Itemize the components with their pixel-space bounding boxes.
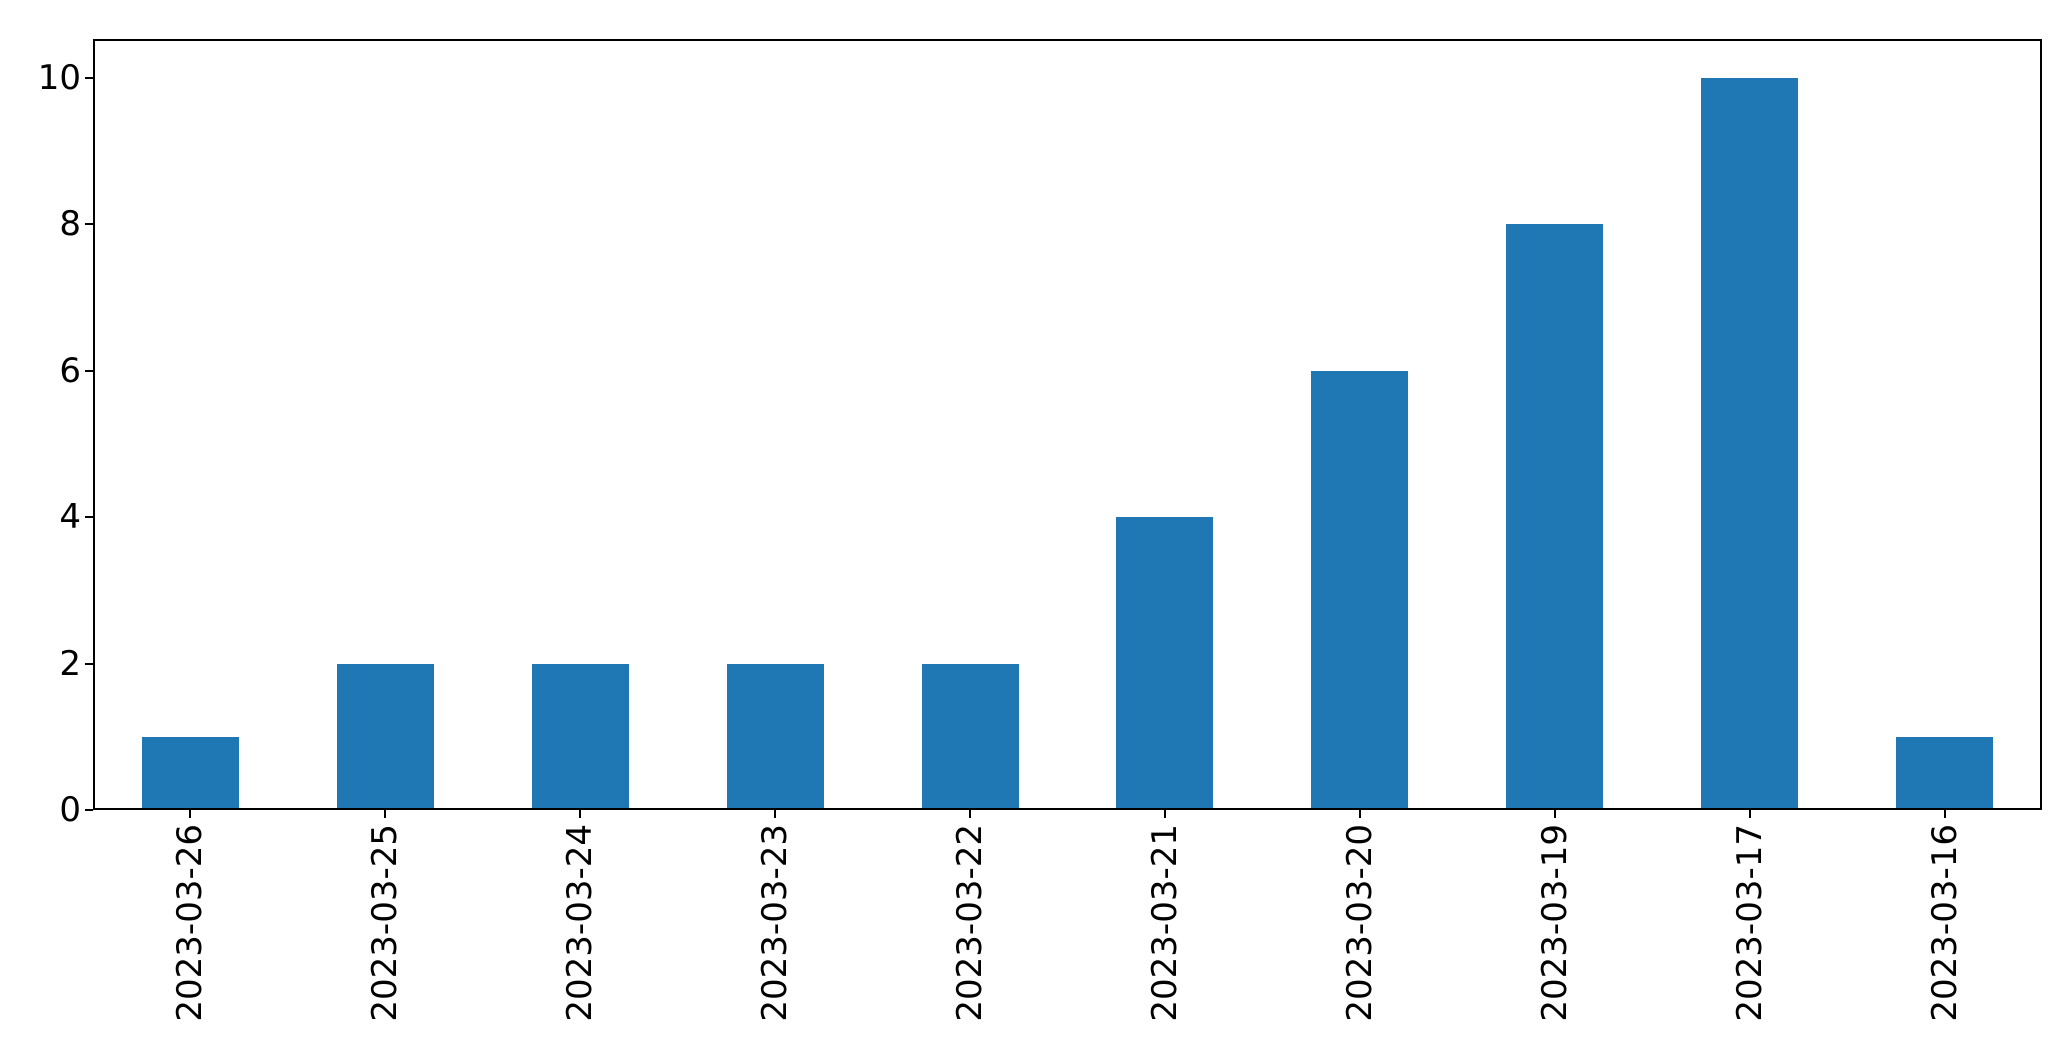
x-tick-label: 2023-03-17 bbox=[1729, 824, 1770, 1022]
x-tick-mark bbox=[384, 810, 387, 818]
y-tick-label: 8 bbox=[59, 204, 81, 245]
bar bbox=[141, 736, 239, 810]
bar bbox=[921, 663, 1019, 810]
x-tick-mark bbox=[1553, 810, 1556, 818]
y-tick-label: 6 bbox=[59, 350, 81, 391]
x-tick-label: 2023-03-23 bbox=[755, 824, 796, 1022]
bar bbox=[531, 663, 629, 810]
x-tick-label: 2023-03-22 bbox=[950, 824, 991, 1022]
x-tick-mark bbox=[579, 810, 582, 818]
x-tick-mark bbox=[1358, 810, 1361, 818]
x-tick-label: 2023-03-16 bbox=[1924, 824, 1965, 1022]
y-tick-label: 2 bbox=[59, 643, 81, 684]
y-tick-mark bbox=[85, 809, 93, 811]
y-tick-mark bbox=[85, 369, 93, 372]
bar bbox=[336, 663, 434, 810]
x-tick-mark bbox=[1943, 810, 1946, 818]
bar bbox=[1896, 736, 1994, 810]
y-tick-label: 10 bbox=[37, 57, 81, 98]
y-tick-mark bbox=[85, 223, 93, 226]
bar bbox=[1116, 517, 1214, 810]
x-tick-mark bbox=[1163, 810, 1166, 818]
y-tick-label: 4 bbox=[59, 497, 81, 538]
x-tick-mark bbox=[774, 810, 777, 818]
y-tick-mark bbox=[85, 516, 93, 519]
x-tick-mark bbox=[969, 810, 972, 818]
bar bbox=[1311, 370, 1409, 810]
x-tick-label: 2023-03-21 bbox=[1144, 824, 1185, 1022]
y-tick-label: 0 bbox=[59, 790, 81, 830]
bar bbox=[1506, 224, 1604, 810]
x-tick-label: 2023-03-20 bbox=[1339, 824, 1380, 1022]
x-tick-mark bbox=[1748, 810, 1751, 818]
x-tick-label: 2023-03-25 bbox=[365, 824, 406, 1022]
x-tick-label: 2023-03-26 bbox=[170, 824, 211, 1022]
x-tick-mark bbox=[189, 810, 192, 818]
y-tick-mark bbox=[85, 662, 93, 665]
y-tick-mark bbox=[85, 76, 93, 79]
bar bbox=[726, 663, 824, 810]
bar bbox=[1701, 77, 1799, 810]
x-tick-label: 2023-03-24 bbox=[560, 824, 601, 1022]
x-tick-label: 2023-03-19 bbox=[1534, 824, 1575, 1022]
